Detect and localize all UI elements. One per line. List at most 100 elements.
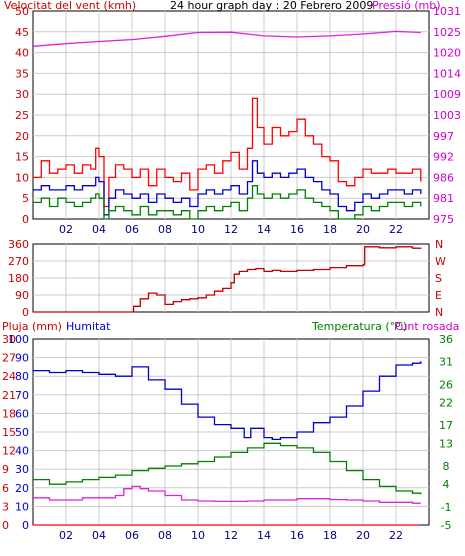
y-hum-tick-label: 80	[15, 370, 29, 383]
y-right-tick-label: 26	[439, 378, 453, 391]
x-tick-label: 18	[323, 223, 337, 236]
x-tick-label: 10	[191, 0, 205, 3]
x-tick-label: 16	[290, 223, 304, 236]
y-hum-tick-label: 0	[22, 519, 29, 532]
x-tick-label: 12	[224, 529, 238, 542]
dew-axis-title: Punt rosada	[394, 320, 459, 333]
series-temperature	[33, 442, 422, 495]
y-right-tick-label: S	[435, 272, 442, 285]
y-right-tick-label: 1020	[433, 47, 461, 60]
y-right-tick-label: N	[435, 306, 443, 319]
y-left-tick-label: 20	[15, 130, 29, 143]
series-min	[33, 185, 422, 220]
series-humidity	[33, 361, 422, 441]
x-tick-label: 12	[224, 0, 238, 3]
y-hum-tick-label: 20	[15, 482, 29, 495]
y-left-tick-label: 40	[15, 47, 29, 60]
x-tick-label: 12	[224, 223, 238, 236]
y-hum-tick-label: 10	[15, 500, 29, 513]
x-tick-label: 22	[389, 0, 403, 3]
wind-axis-title: Velocitat del vent (kmh)	[4, 0, 136, 12]
y-right-tick-label: -1	[441, 501, 452, 514]
y-rain-tick-label: 15	[2, 426, 16, 439]
tick-labels: 0510152025303540455097598198699299710031…	[2, 0, 461, 542]
series-direction	[33, 246, 422, 313]
y-rain-tick-label: 12	[2, 445, 16, 458]
x-tick-label: 08	[158, 529, 172, 542]
y-right-tick-label: 36	[439, 333, 453, 346]
rain-axis-title: Pluja (mm)	[2, 320, 62, 333]
y-left-tick-label: 25	[15, 109, 29, 122]
x-tick-label: 18	[323, 0, 337, 3]
x-tick-label: 04	[92, 529, 106, 542]
y-rain-tick-label: 3	[2, 500, 9, 513]
y-right-tick-label: 13	[439, 437, 453, 450]
y-right-tick-label: W	[435, 255, 446, 268]
y-right-tick-label: E	[435, 289, 442, 302]
y-right-tick-label: 986	[433, 171, 454, 184]
x-tick-label: 08	[158, 0, 172, 3]
y-hum-tick-label: 60	[15, 407, 29, 420]
y-hum-tick-label: 70	[15, 389, 29, 402]
x-tick-label: 10	[191, 223, 205, 236]
y-left-tick-label: 15	[15, 151, 29, 164]
y-right-tick-label: 17	[439, 419, 453, 432]
y-left-tick-label: 270	[8, 255, 29, 268]
x-tick-label: 14	[257, 0, 271, 3]
y-hum-tick-label: 100	[8, 333, 29, 346]
graph-title: 24 hour graph day : 20 Febrero 2009	[170, 0, 373, 12]
x-tick-label: 02	[59, 0, 73, 3]
y-left-tick-label: 90	[15, 289, 29, 302]
x-tick-label: 06	[125, 0, 139, 3]
x-tick-label: 20	[356, 529, 370, 542]
series-dew	[33, 485, 421, 504]
panel3-series	[33, 361, 422, 526]
humidity-axis-title: Humitat	[66, 320, 111, 333]
pressure-axis-title: Pressió (mb)	[372, 0, 441, 12]
y-left-tick-label: 45	[15, 26, 29, 39]
y-hum-tick-label: 50	[15, 426, 29, 439]
y-right-tick-label: 997	[433, 130, 454, 143]
series-pressure	[32, 30, 421, 47]
x-tick-label: 14	[257, 529, 271, 542]
y-left-tick-label: 30	[15, 88, 29, 101]
y-right-tick-label: 22	[439, 397, 453, 410]
y-right-tick-label: -5	[441, 519, 452, 532]
x-tick-label: 02	[59, 223, 73, 236]
y-right-tick-label: 1025	[433, 26, 461, 39]
x-tick-label: 06	[125, 223, 139, 236]
x-tick-label: 04	[92, 223, 106, 236]
panel1-series	[32, 30, 422, 220]
y-hum-tick-label: 40	[15, 445, 29, 458]
y-right-tick-label: 4	[443, 478, 450, 491]
y-rain-tick-label: 24	[2, 370, 16, 383]
x-tick-label: 22	[389, 223, 403, 236]
y-rain-tick-label: 18	[2, 407, 16, 420]
y-hum-tick-label: 30	[15, 463, 29, 476]
y-rain-tick-label: 27	[2, 352, 16, 365]
x-tick-label: 04	[92, 0, 106, 3]
x-tick-label: 22	[389, 529, 403, 542]
x-tick-label: 16	[290, 0, 304, 3]
x-tick-label: 20	[356, 0, 370, 3]
y-right-tick-label: 8	[443, 460, 450, 473]
y-left-tick-label: 180	[8, 272, 29, 285]
x-tick-label: 06	[125, 529, 139, 542]
y-right-tick-label: 981	[433, 192, 454, 205]
y-left-tick-label: 0	[22, 213, 29, 226]
panel3-grid	[33, 339, 429, 525]
y-right-tick-label: 31	[439, 356, 453, 369]
y-right-tick-label: 1009	[433, 88, 461, 101]
panel2-series	[33, 246, 422, 313]
y-right-tick-label: 1031	[433, 5, 461, 18]
y-left-tick-label: 0	[22, 306, 29, 319]
y-right-tick-label: N	[435, 238, 443, 251]
x-tick-label: 16	[290, 529, 304, 542]
x-tick-label: 08	[158, 223, 172, 236]
temperature-axis-title: Temperatura (°C)	[311, 320, 407, 333]
panel2-grid	[33, 244, 429, 312]
y-rain-tick-label: 6	[2, 482, 9, 495]
x-tick-label: 20	[356, 223, 370, 236]
y-hum-tick-label: 90	[15, 352, 29, 365]
